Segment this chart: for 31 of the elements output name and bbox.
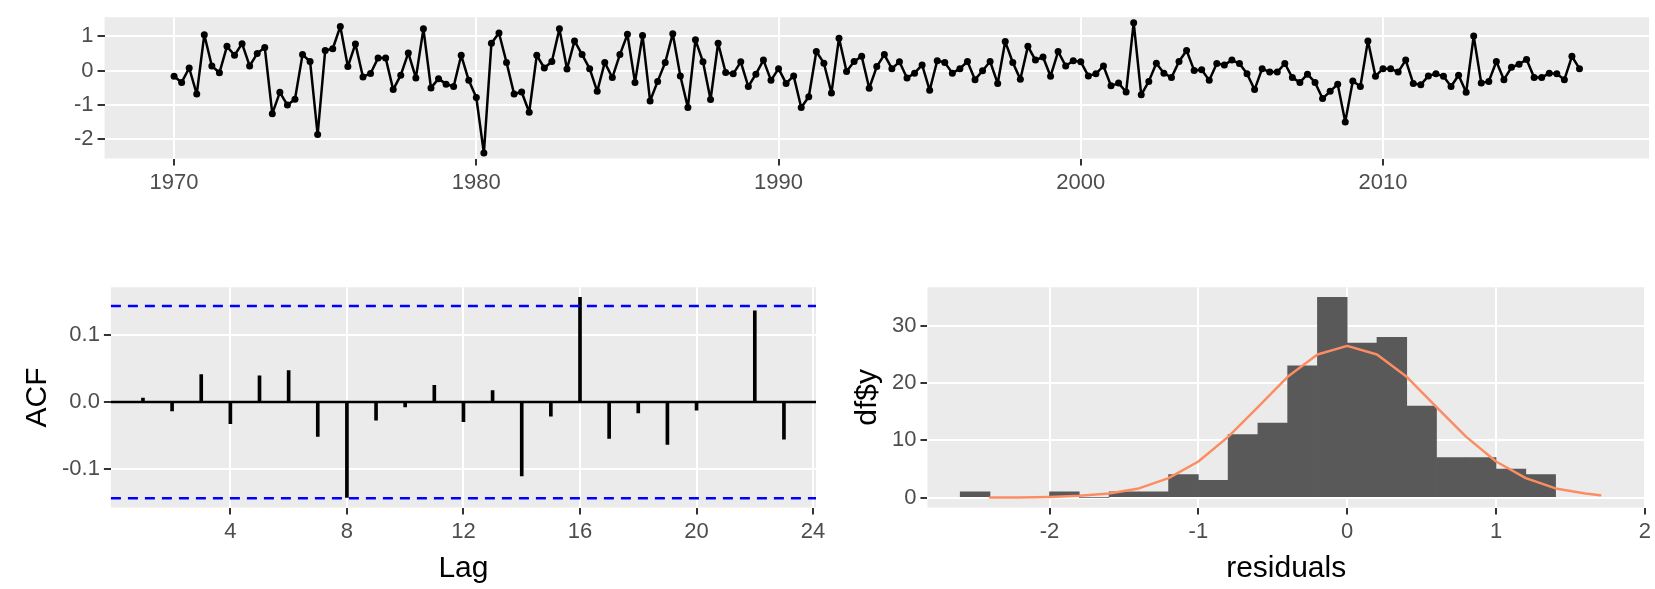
y-tick-label: 10 bbox=[891, 426, 917, 452]
x-tick-label: -2 bbox=[1039, 517, 1060, 543]
x-tick-label: 24 bbox=[800, 517, 826, 543]
x-tick-label: 20 bbox=[684, 517, 709, 543]
y-tick-label: -2 bbox=[74, 125, 94, 151]
y-tick-label: -0.1 bbox=[61, 455, 100, 481]
y-tick-label: -1 bbox=[74, 91, 94, 117]
x-tick-label: 8 bbox=[340, 517, 354, 543]
x-tick-label: 2000 bbox=[1056, 168, 1106, 194]
x-axis-title: Lag bbox=[438, 550, 489, 584]
y-tick-label: 20 bbox=[891, 369, 917, 395]
x-tick-label: 16 bbox=[567, 517, 593, 543]
x-tick-label: 1980 bbox=[451, 168, 501, 194]
x-tick-label: -1 bbox=[1188, 517, 1209, 543]
y-tick-label: 0 bbox=[81, 56, 94, 82]
y-axis-title: ACF bbox=[19, 367, 53, 428]
y-tick-label: 0 bbox=[904, 483, 917, 509]
x-tick-label: 1970 bbox=[149, 168, 199, 194]
x-tick-label: 1 bbox=[1489, 517, 1503, 543]
x-tick-label: 2 bbox=[1638, 517, 1652, 543]
x-tick-label: 0 bbox=[1341, 517, 1354, 543]
y-tick-label: 30 bbox=[891, 311, 917, 337]
x-tick-label: 1990 bbox=[754, 168, 804, 194]
x-axis-title: residuals bbox=[1226, 550, 1347, 584]
y-axis-title: df$y bbox=[849, 369, 883, 426]
x-tick-label: 2010 bbox=[1358, 168, 1408, 194]
y-tick-label: 1 bbox=[81, 22, 94, 48]
x-tick-label: 12 bbox=[451, 517, 476, 543]
x-tick-label: 4 bbox=[224, 517, 237, 543]
y-tick-label: 0.0 bbox=[69, 388, 100, 414]
y-tick-label: 0.1 bbox=[69, 320, 100, 346]
